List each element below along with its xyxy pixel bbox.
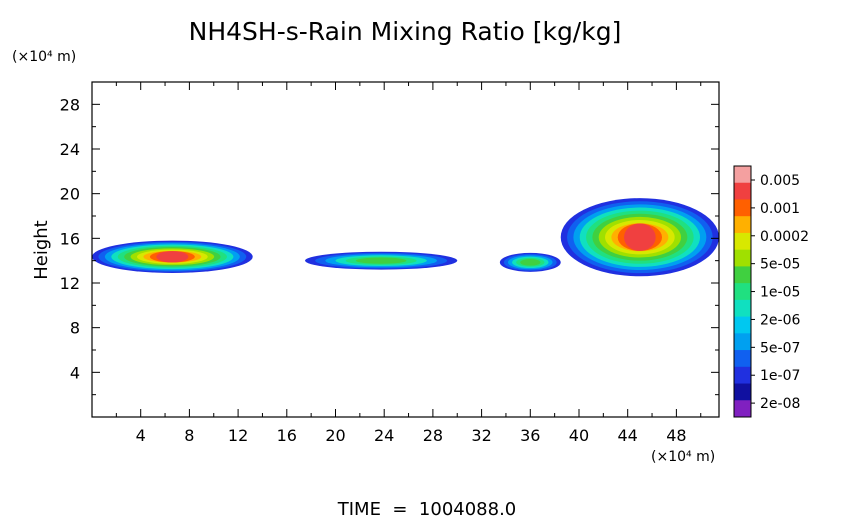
colorbar-label: 0.005	[760, 173, 800, 189]
colorbar-label: 2e-06	[760, 312, 800, 328]
x-tick-label: 8	[184, 426, 194, 445]
colorbar-swatch	[734, 283, 751, 301]
colorbar-swatch	[734, 182, 751, 200]
colorbar-swatch	[734, 400, 751, 418]
colorbar-swatch	[734, 366, 751, 385]
colorbar-swatch	[734, 232, 751, 251]
y-axis-label: Height	[31, 220, 52, 280]
x-tick-label: 16	[277, 426, 297, 445]
colorbar-swatch	[734, 299, 751, 318]
time-footer: TIME = 1004088.0	[337, 499, 517, 519]
colorbar-swatch	[734, 166, 751, 184]
y-tick-label: 8	[70, 319, 80, 338]
colorbar-swatch	[734, 316, 751, 334]
colorbar-label: 1e-05	[760, 285, 800, 301]
x-unit-label: (×10⁴ m)	[651, 449, 715, 465]
y-tick-label: 12	[60, 274, 80, 293]
y-tick-label: 4	[70, 363, 80, 382]
colorbar-label: 0.0002	[760, 229, 809, 245]
y-tick-label: 20	[60, 185, 80, 204]
x-tick-label: 4	[136, 426, 146, 445]
x-tick-label: 40	[569, 426, 589, 445]
colorbar-swatch	[734, 333, 751, 351]
y-unit-label: (×10⁴ m)	[12, 49, 76, 65]
colorbar-swatch	[734, 249, 751, 267]
x-tick-label: 36	[520, 426, 540, 445]
colorbar-label: 1e-07	[760, 368, 800, 384]
x-tick-label: 12	[228, 426, 248, 445]
y-tick-label: 28	[60, 95, 80, 114]
colorbar-label: 0.001	[760, 201, 800, 217]
colorbar-swatch	[734, 350, 751, 368]
colorbar-legend: 0.005 0.001 0.0002 5e-05 1e-05 2e-06 5e-07 1e-0…	[733, 165, 809, 418]
colorbar-label: 2e-08	[760, 396, 800, 412]
colorbar-swatch	[734, 266, 751, 284]
x-tick-label: 44	[618, 426, 638, 445]
colorbar-swatch	[734, 199, 751, 217]
contour-band	[624, 223, 656, 251]
plot-frame	[91, 81, 720, 418]
x-tick-label: 48	[666, 426, 686, 445]
chart-title: NH4SH-s-Rain Mixing Ratio [kg/kg]	[189, 17, 622, 46]
colorbar-swatch	[734, 383, 751, 401]
contour-band	[520, 259, 541, 266]
x-tick-label: 28	[423, 426, 443, 445]
y-tick-label: 16	[60, 229, 80, 248]
x-tick-label: 20	[325, 426, 345, 445]
colorbar-label: 5e-07	[760, 340, 800, 356]
colorbar-swatch	[734, 216, 751, 234]
y-tick-label: 24	[60, 140, 80, 159]
contour-band	[156, 251, 189, 263]
x-tick-label: 24	[374, 426, 394, 445]
contour-band	[355, 257, 407, 264]
contour-field	[91, 198, 719, 277]
x-tick-label: 32	[471, 426, 491, 445]
colorbar-label: 5e-05	[760, 257, 800, 273]
